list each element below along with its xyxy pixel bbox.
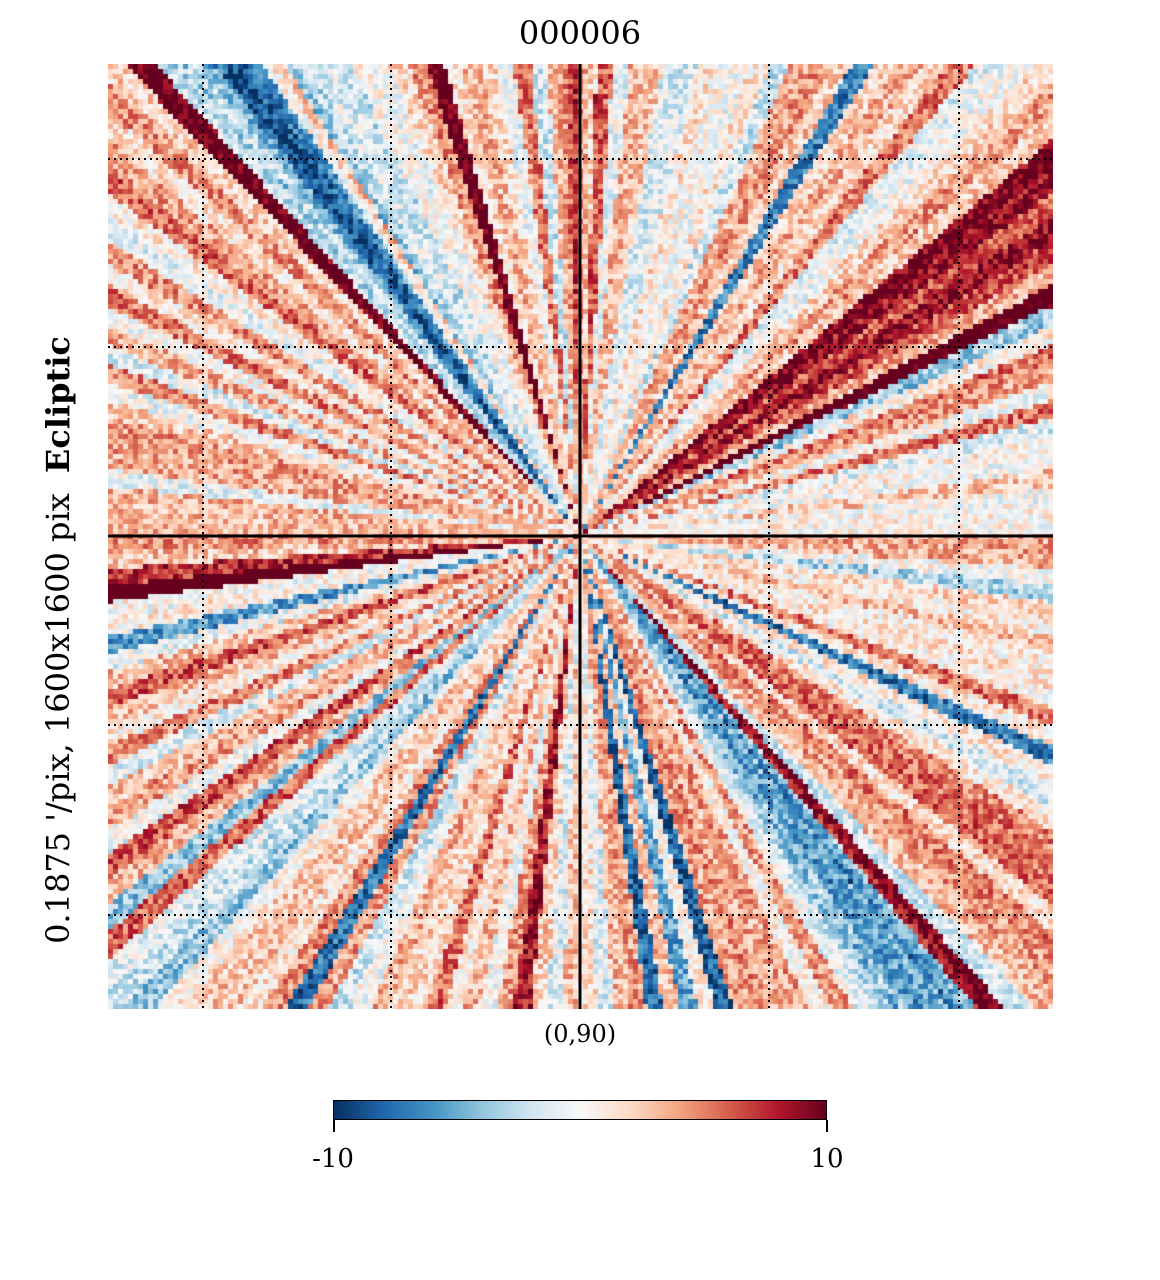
map-title: 000006 <box>518 14 642 52</box>
colorbar-min-tick <box>333 1120 335 1132</box>
colorbar-max-tick <box>826 1120 828 1132</box>
colorbar <box>333 1100 827 1120</box>
colorbar-min-label: -10 <box>312 1144 354 1174</box>
center-coordinate-label: (0,90) <box>543 1020 617 1048</box>
map-panel <box>108 64 1053 1009</box>
coord-system-label: Ecliptic <box>39 336 77 474</box>
size-label: 1600x1600 pix <box>39 493 77 734</box>
resolution-label: 0.1875 '/pix, <box>39 743 77 944</box>
colorbar-max-label: 10 <box>810 1144 844 1174</box>
graticule-overlay <box>108 64 1053 1009</box>
